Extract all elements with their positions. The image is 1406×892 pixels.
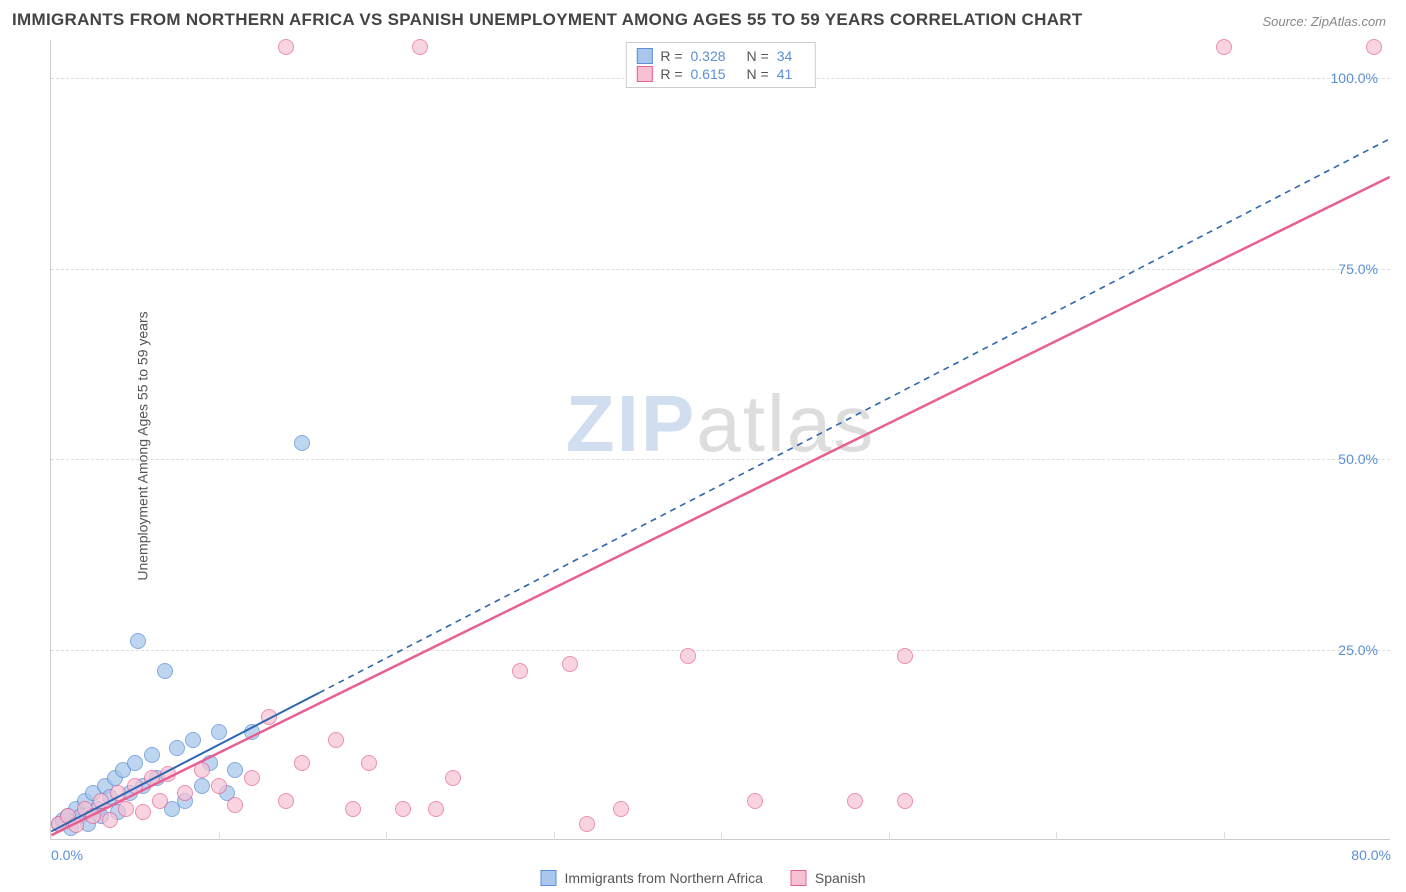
scatter-point-spanish <box>562 656 578 672</box>
scatter-point-spanish <box>177 785 193 801</box>
watermark-zip: ZIP <box>566 379 696 468</box>
series-name: Spanish <box>815 870 866 886</box>
scatter-point-spanish <box>294 755 310 771</box>
scatter-point-spanish <box>93 793 109 809</box>
x-minor-tick <box>386 832 387 840</box>
legend-swatch <box>791 870 807 886</box>
x-tick-label: 0.0% <box>51 847 83 863</box>
legend-n-value: 34 <box>777 48 805 64</box>
scatter-point-spanish <box>278 39 294 55</box>
x-minor-tick <box>721 832 722 840</box>
scatter-point-spanish <box>897 648 913 664</box>
legend-n-label: N = <box>747 66 769 82</box>
scatter-point-spanish <box>127 778 143 794</box>
legend-swatch <box>541 870 557 886</box>
scatter-point-immigrants <box>294 435 310 451</box>
scatter-point-spanish <box>328 732 344 748</box>
scatter-point-spanish <box>1216 39 1232 55</box>
x-minor-tick <box>219 832 220 840</box>
series-legend: Immigrants from Northern Africa Spanish <box>535 870 872 886</box>
scatter-point-spanish <box>102 812 118 828</box>
legend-r-label: R = <box>660 48 682 64</box>
scatter-point-spanish <box>847 793 863 809</box>
legend-swatch <box>636 48 652 64</box>
scatter-point-immigrants <box>144 747 160 763</box>
plot-area: ZIPatlas R = 0.328 N = 34 R = 0.615 N = 41 25.0… <box>50 40 1390 840</box>
scatter-point-spanish <box>680 648 696 664</box>
scatter-point-spanish <box>412 39 428 55</box>
trend-lines <box>51 40 1390 839</box>
chart-title: IMMIGRANTS FROM NORTHERN AFRICA VS SPANI… <box>12 10 1083 30</box>
scatter-point-spanish <box>261 709 277 725</box>
legend-r-value: 0.615 <box>691 66 739 82</box>
correlation-legend-row: R = 0.615 N = 41 <box>636 65 804 83</box>
scatter-point-spanish <box>512 663 528 679</box>
series-legend-item: Immigrants from Northern Africa <box>541 870 763 886</box>
gridline-horizontal <box>51 459 1390 460</box>
scatter-point-immigrants <box>211 724 227 740</box>
scatter-point-spanish <box>747 793 763 809</box>
scatter-point-spanish <box>613 801 629 817</box>
y-tick-label: 25.0% <box>1338 642 1378 658</box>
scatter-point-spanish <box>579 816 595 832</box>
x-tick-label: 80.0% <box>1351 847 1391 863</box>
scatter-point-immigrants <box>244 724 260 740</box>
watermark-atlas: atlas <box>696 379 875 468</box>
scatter-point-immigrants <box>157 663 173 679</box>
legend-swatch <box>636 66 652 82</box>
scatter-point-spanish <box>85 808 101 824</box>
scatter-point-immigrants <box>127 755 143 771</box>
scatter-point-spanish <box>227 797 243 813</box>
correlation-legend-row: R = 0.328 N = 34 <box>636 47 804 65</box>
scatter-point-spanish <box>345 801 361 817</box>
scatter-point-spanish <box>68 817 84 833</box>
scatter-point-spanish <box>1366 39 1382 55</box>
scatter-point-spanish <box>244 770 260 786</box>
series-name: Immigrants from Northern Africa <box>565 870 763 886</box>
scatter-point-spanish <box>110 785 126 801</box>
scatter-point-immigrants <box>169 740 185 756</box>
scatter-point-spanish <box>118 801 134 817</box>
legend-n-value: 41 <box>777 66 805 82</box>
x-minor-tick <box>554 832 555 840</box>
scatter-point-immigrants <box>227 762 243 778</box>
trendline-dashed-immigrants <box>319 139 1390 693</box>
x-minor-tick <box>1224 832 1225 840</box>
scatter-point-spanish <box>428 801 444 817</box>
scatter-point-spanish <box>361 755 377 771</box>
source-attribution: Source: ZipAtlas.com <box>1262 14 1386 29</box>
correlation-legend: R = 0.328 N = 34 R = 0.615 N = 41 <box>625 42 815 88</box>
scatter-point-spanish <box>897 793 913 809</box>
y-tick-label: 75.0% <box>1338 261 1378 277</box>
scatter-point-spanish <box>278 793 294 809</box>
gridline-horizontal <box>51 269 1390 270</box>
scatter-point-immigrants <box>130 633 146 649</box>
scatter-point-spanish <box>135 804 151 820</box>
x-minor-tick <box>1056 832 1057 840</box>
y-tick-label: 100.0% <box>1331 70 1378 86</box>
scatter-point-spanish <box>211 778 227 794</box>
scatter-point-spanish <box>152 793 168 809</box>
legend-r-value: 0.328 <box>691 48 739 64</box>
scatter-point-spanish <box>144 770 160 786</box>
scatter-point-immigrants <box>194 778 210 794</box>
x-minor-tick <box>889 832 890 840</box>
series-legend-item: Spanish <box>791 870 866 886</box>
scatter-point-spanish <box>160 766 176 782</box>
scatter-point-spanish <box>395 801 411 817</box>
legend-r-label: R = <box>660 66 682 82</box>
watermark: ZIPatlas <box>566 378 875 470</box>
scatter-point-immigrants <box>185 732 201 748</box>
scatter-point-spanish <box>194 762 210 778</box>
y-tick-label: 50.0% <box>1338 451 1378 467</box>
scatter-point-spanish <box>445 770 461 786</box>
gridline-horizontal <box>51 650 1390 651</box>
legend-n-label: N = <box>747 48 769 64</box>
